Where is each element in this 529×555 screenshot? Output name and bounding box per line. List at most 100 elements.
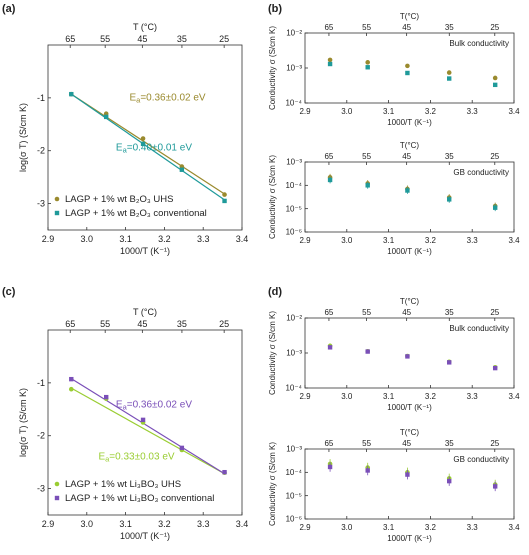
panel-annotation: Bulk conductivity <box>449 39 509 48</box>
data-point-series-1 <box>405 354 410 359</box>
legend-entry: LAGP + 1% wt B₂O₃ conventional <box>65 208 207 219</box>
top-tick-label: 45 <box>402 152 411 161</box>
legend-entry: LAGP + 1% wt Li₃BO₃ UHS <box>65 479 181 490</box>
panel-annotation: GB conductivity <box>453 168 509 177</box>
x-tick-label: 2.9 <box>299 392 311 401</box>
fit-line-series-1 <box>70 378 225 475</box>
data-point-series-1 <box>327 464 333 470</box>
chart-c: 2.9 3.0 3.1 3.2 3.3 3.4 1000/T (K⁻¹) 65 55 45 35 25… <box>18 307 248 541</box>
top-tick-label: 65 <box>324 152 333 161</box>
data-point-series-1 <box>447 76 452 81</box>
legend-entry: LAGP + 1% wt Li₃BO₃ conventional <box>65 493 214 504</box>
top-tick-label: 25 <box>490 23 499 32</box>
x-tick-label: 3.3 <box>467 107 479 116</box>
x-tick-label: 3.1 <box>383 392 395 401</box>
top-axis-label: T (°C) <box>133 307 157 317</box>
top-tick-label: 65 <box>65 34 75 44</box>
chart-b-gb: 2.9 3.0 3.1 3.2 3.3 3.4 1000/T (K⁻¹) 65 55 45 35 25… <box>268 141 520 256</box>
legend-marker <box>54 495 60 501</box>
data-point-series-0 <box>492 75 498 81</box>
activation-energy-label: Ea=0.36±0.02 eV <box>129 93 205 105</box>
x-tick-label: 2.9 <box>299 107 311 116</box>
x-tick-label: 2.9 <box>299 236 311 245</box>
chart-d-gb: 2.9 3.0 3.1 3.2 3.3 3.4 1000/T (K⁻¹) 65 55 45 35 25… <box>268 428 520 543</box>
y-axis-label: Conductivity σ (S/cm K) <box>268 26 277 110</box>
top-tick-label: 45 <box>137 319 147 329</box>
legend-entry: LAGP + 1% wt B₂O₃ UHS <box>65 194 174 205</box>
x-tick-label: 3.3 <box>197 234 210 244</box>
y-tick-label: 10⁻⁵ <box>286 491 302 500</box>
y-axis-label: Conductivity σ (S/cm K) <box>268 311 277 395</box>
data-point-series-1 <box>222 198 227 204</box>
top-tick-label: 35 <box>445 308 454 317</box>
data-point-series-1 <box>492 484 498 489</box>
x-tick-label: 3.3 <box>197 519 210 529</box>
panel-label-a: (a) <box>2 3 16 15</box>
x-tick-label: 3.4 <box>508 236 520 245</box>
y-tick-label: -3 <box>37 199 45 209</box>
x-tick-label: 3.3 <box>467 523 479 532</box>
top-axis-label: T (°C) <box>133 22 157 32</box>
top-tick-label: 55 <box>362 23 371 32</box>
x-axis-label: 1000/T (K⁻¹) <box>387 247 432 256</box>
panel-annotation: Bulk conductivity <box>449 324 509 333</box>
activation-energy-label: Ea=0.36±0.02 eV <box>116 400 192 412</box>
data-point-series-1 <box>447 197 452 202</box>
top-tick-label: 45 <box>402 23 411 32</box>
y-tick-label: 10⁻³ <box>286 158 302 167</box>
fit-line-series-0 <box>70 387 225 475</box>
x-tick-label: 3.0 <box>81 519 94 529</box>
legend-marker <box>54 210 60 216</box>
top-tick-label: 55 <box>100 34 110 44</box>
fit-line-series-1 <box>70 93 225 201</box>
data-point-series-1 <box>179 167 185 172</box>
top-tick-label: 25 <box>219 319 229 329</box>
y-tick-label: -1 <box>37 378 45 388</box>
plot-frame <box>304 161 515 233</box>
legend-marker <box>54 481 60 487</box>
chart-d-bulk: 2.9 3.0 3.1 3.2 3.3 3.4 1000/T (K⁻¹) 65 55 45 35 25… <box>268 297 520 412</box>
plot-frame <box>304 448 515 520</box>
top-tick-label: 65 <box>324 308 333 317</box>
data-point-series-1 <box>492 205 498 210</box>
top-tick-label: 35 <box>445 152 454 161</box>
data-point-series-1 <box>447 478 452 484</box>
top-tick-label: 55 <box>362 439 371 448</box>
panel-label-d: (d) <box>268 286 282 298</box>
data-point-series-1 <box>104 394 109 400</box>
y-tick-label: 10⁻⁴ <box>285 99 302 108</box>
x-tick-label: 2.9 <box>42 519 55 529</box>
data-point-series-0 <box>68 386 74 392</box>
x-axis-label: 1000/T (K⁻¹) <box>387 534 432 543</box>
data-point-series-1 <box>405 188 410 193</box>
panel-annotation: GB conductivity <box>453 455 509 464</box>
data-point-series-1 <box>365 183 370 188</box>
top-axis-label: T(°C) <box>400 12 420 21</box>
top-tick-label: 45 <box>402 308 411 317</box>
x-tick-label: 3.3 <box>467 392 479 401</box>
x-tick-label: 3.1 <box>383 523 395 532</box>
y-axis-label: Conductivity σ (S/cm K) <box>268 155 277 239</box>
data-point-series-1 <box>405 70 410 76</box>
y-tick-label: 10⁻⁴ <box>285 384 302 393</box>
top-axis-label: T(°C) <box>400 428 420 437</box>
top-tick-label: 35 <box>445 23 454 32</box>
top-tick-label: 25 <box>490 308 499 317</box>
y-tick-label: -3 <box>37 484 45 494</box>
x-tick-label: 3.0 <box>81 234 94 244</box>
data-point-series-0 <box>365 60 371 65</box>
plot-frame <box>47 44 243 231</box>
y-axis-label: Conductivity σ (S/cm K) <box>268 442 277 526</box>
data-point-series-1 <box>140 417 146 423</box>
y-tick-label: 10⁻⁴ <box>285 181 302 190</box>
top-tick-label: 65 <box>65 319 75 329</box>
data-point-series-1 <box>69 376 74 382</box>
y-tick-label: 10⁻³ <box>286 445 302 454</box>
y-tick-label: -2 <box>37 146 45 156</box>
top-tick-label: 55 <box>100 319 110 329</box>
y-tick-label: -2 <box>37 431 45 441</box>
y-tick-label: 10⁻³ <box>286 349 302 358</box>
x-tick-label: 3.1 <box>383 236 395 245</box>
x-tick-label: 3.2 <box>158 519 171 529</box>
x-tick-label: 3.4 <box>508 392 520 401</box>
